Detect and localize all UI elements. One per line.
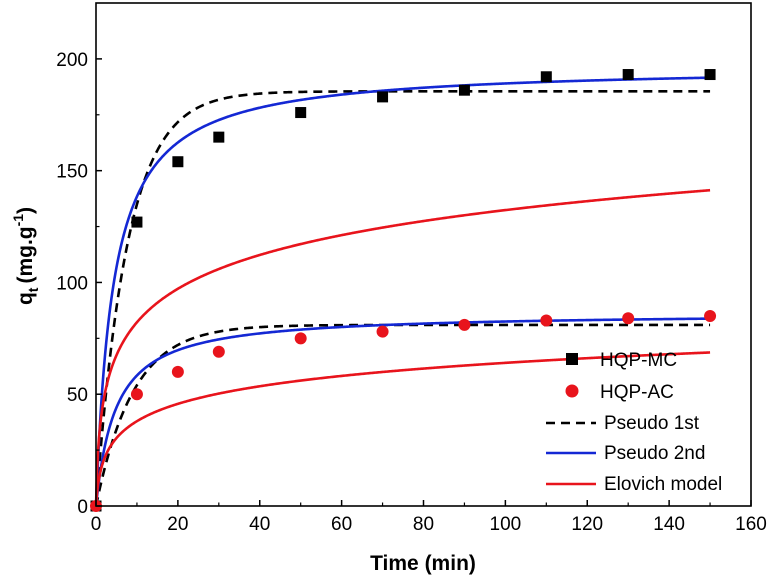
model-curve-pseudo-1st-1: [94, 90, 711, 507]
data-point-hqp-ac: [540, 314, 553, 327]
legend-label-elovich: Elovich model: [604, 474, 722, 495]
y-axis-title-unit: (mg.g: [14, 226, 37, 283]
data-point-hqp-ac: [212, 345, 225, 358]
model-curve-pseudo-2nd-1: [94, 76, 711, 507]
data-point-hqp-mc: [295, 107, 307, 119]
data-point-hqp-mc: [213, 131, 225, 143]
data-point-hqp-mc: [458, 84, 470, 96]
model-curve-pseudo-2nd-2: [94, 317, 711, 507]
y-tick-label: 150: [56, 162, 88, 183]
x-tick-label: 120: [571, 514, 603, 535]
y-axis-title-sup: -1: [10, 214, 26, 227]
data-point-hqp-mc: [377, 91, 389, 103]
legend-label-pseudo-1st: Pseudo 1st: [604, 413, 700, 434]
x-axis-title: Time (min): [370, 552, 476, 575]
x-tick-label: 80: [413, 514, 434, 535]
data-markers: [90, 69, 717, 512]
y-axis-title: qt (mg.g-1): [10, 207, 41, 305]
x-tick-label: 20: [167, 514, 188, 535]
x-tick-label: 0: [91, 514, 102, 535]
y-axis-title-unit-close: ): [14, 207, 37, 214]
legend-label-pseudo-2nd: Pseudo 2nd: [604, 443, 705, 464]
y-tick-label: 200: [56, 50, 88, 71]
data-point-hqp-ac: [376, 325, 389, 338]
legend-label-hqp-ac: HQP-AC: [600, 382, 674, 403]
x-tick-label: 160: [735, 514, 767, 535]
data-point-hqp-mc: [172, 156, 184, 168]
model-curve-elovich-model-2: [94, 351, 711, 507]
data-point-hqp-ac: [294, 332, 307, 345]
y-tick-label: 100: [56, 273, 88, 294]
data-point-hqp-ac: [704, 309, 717, 322]
legend-marker-hqp-mc: [566, 353, 578, 365]
y-tick-label: 50: [67, 385, 88, 406]
legend-marker-hqp-ac: [565, 384, 579, 398]
x-tick-label: 40: [249, 514, 270, 535]
data-point-hqp-mc: [131, 216, 143, 228]
y-axis-title-main: q: [14, 292, 37, 305]
axis-ticks: 0 20 40 60 80 100 120 140 160 0 50 100 150 200: [56, 50, 767, 535]
data-point-hqp-ac: [458, 318, 471, 331]
x-tick-label: 60: [331, 514, 352, 535]
data-point-hqp-mc: [540, 71, 552, 83]
data-point-hqp-ac: [171, 365, 184, 378]
x-tick-label: 140: [653, 514, 685, 535]
data-point-hqp-ac: [622, 312, 635, 325]
y-axis-title-sub: t: [25, 287, 41, 292]
model-curve-elovich-model-1: [94, 188, 711, 507]
data-point-hqp-mc: [622, 69, 634, 81]
x-tick-label: 100: [490, 514, 522, 535]
data-point-hqp-mc: [704, 69, 716, 81]
legend-label-hqp-mc: HQP-MC: [600, 350, 677, 371]
model-curves: [94, 76, 711, 507]
legend: HQP-MC HQP-AC Pseudo 1st Pseudo 2nd Elov…: [546, 350, 722, 495]
y-tick-label: 0: [77, 497, 88, 518]
data-point-hqp-ac: [130, 388, 143, 401]
